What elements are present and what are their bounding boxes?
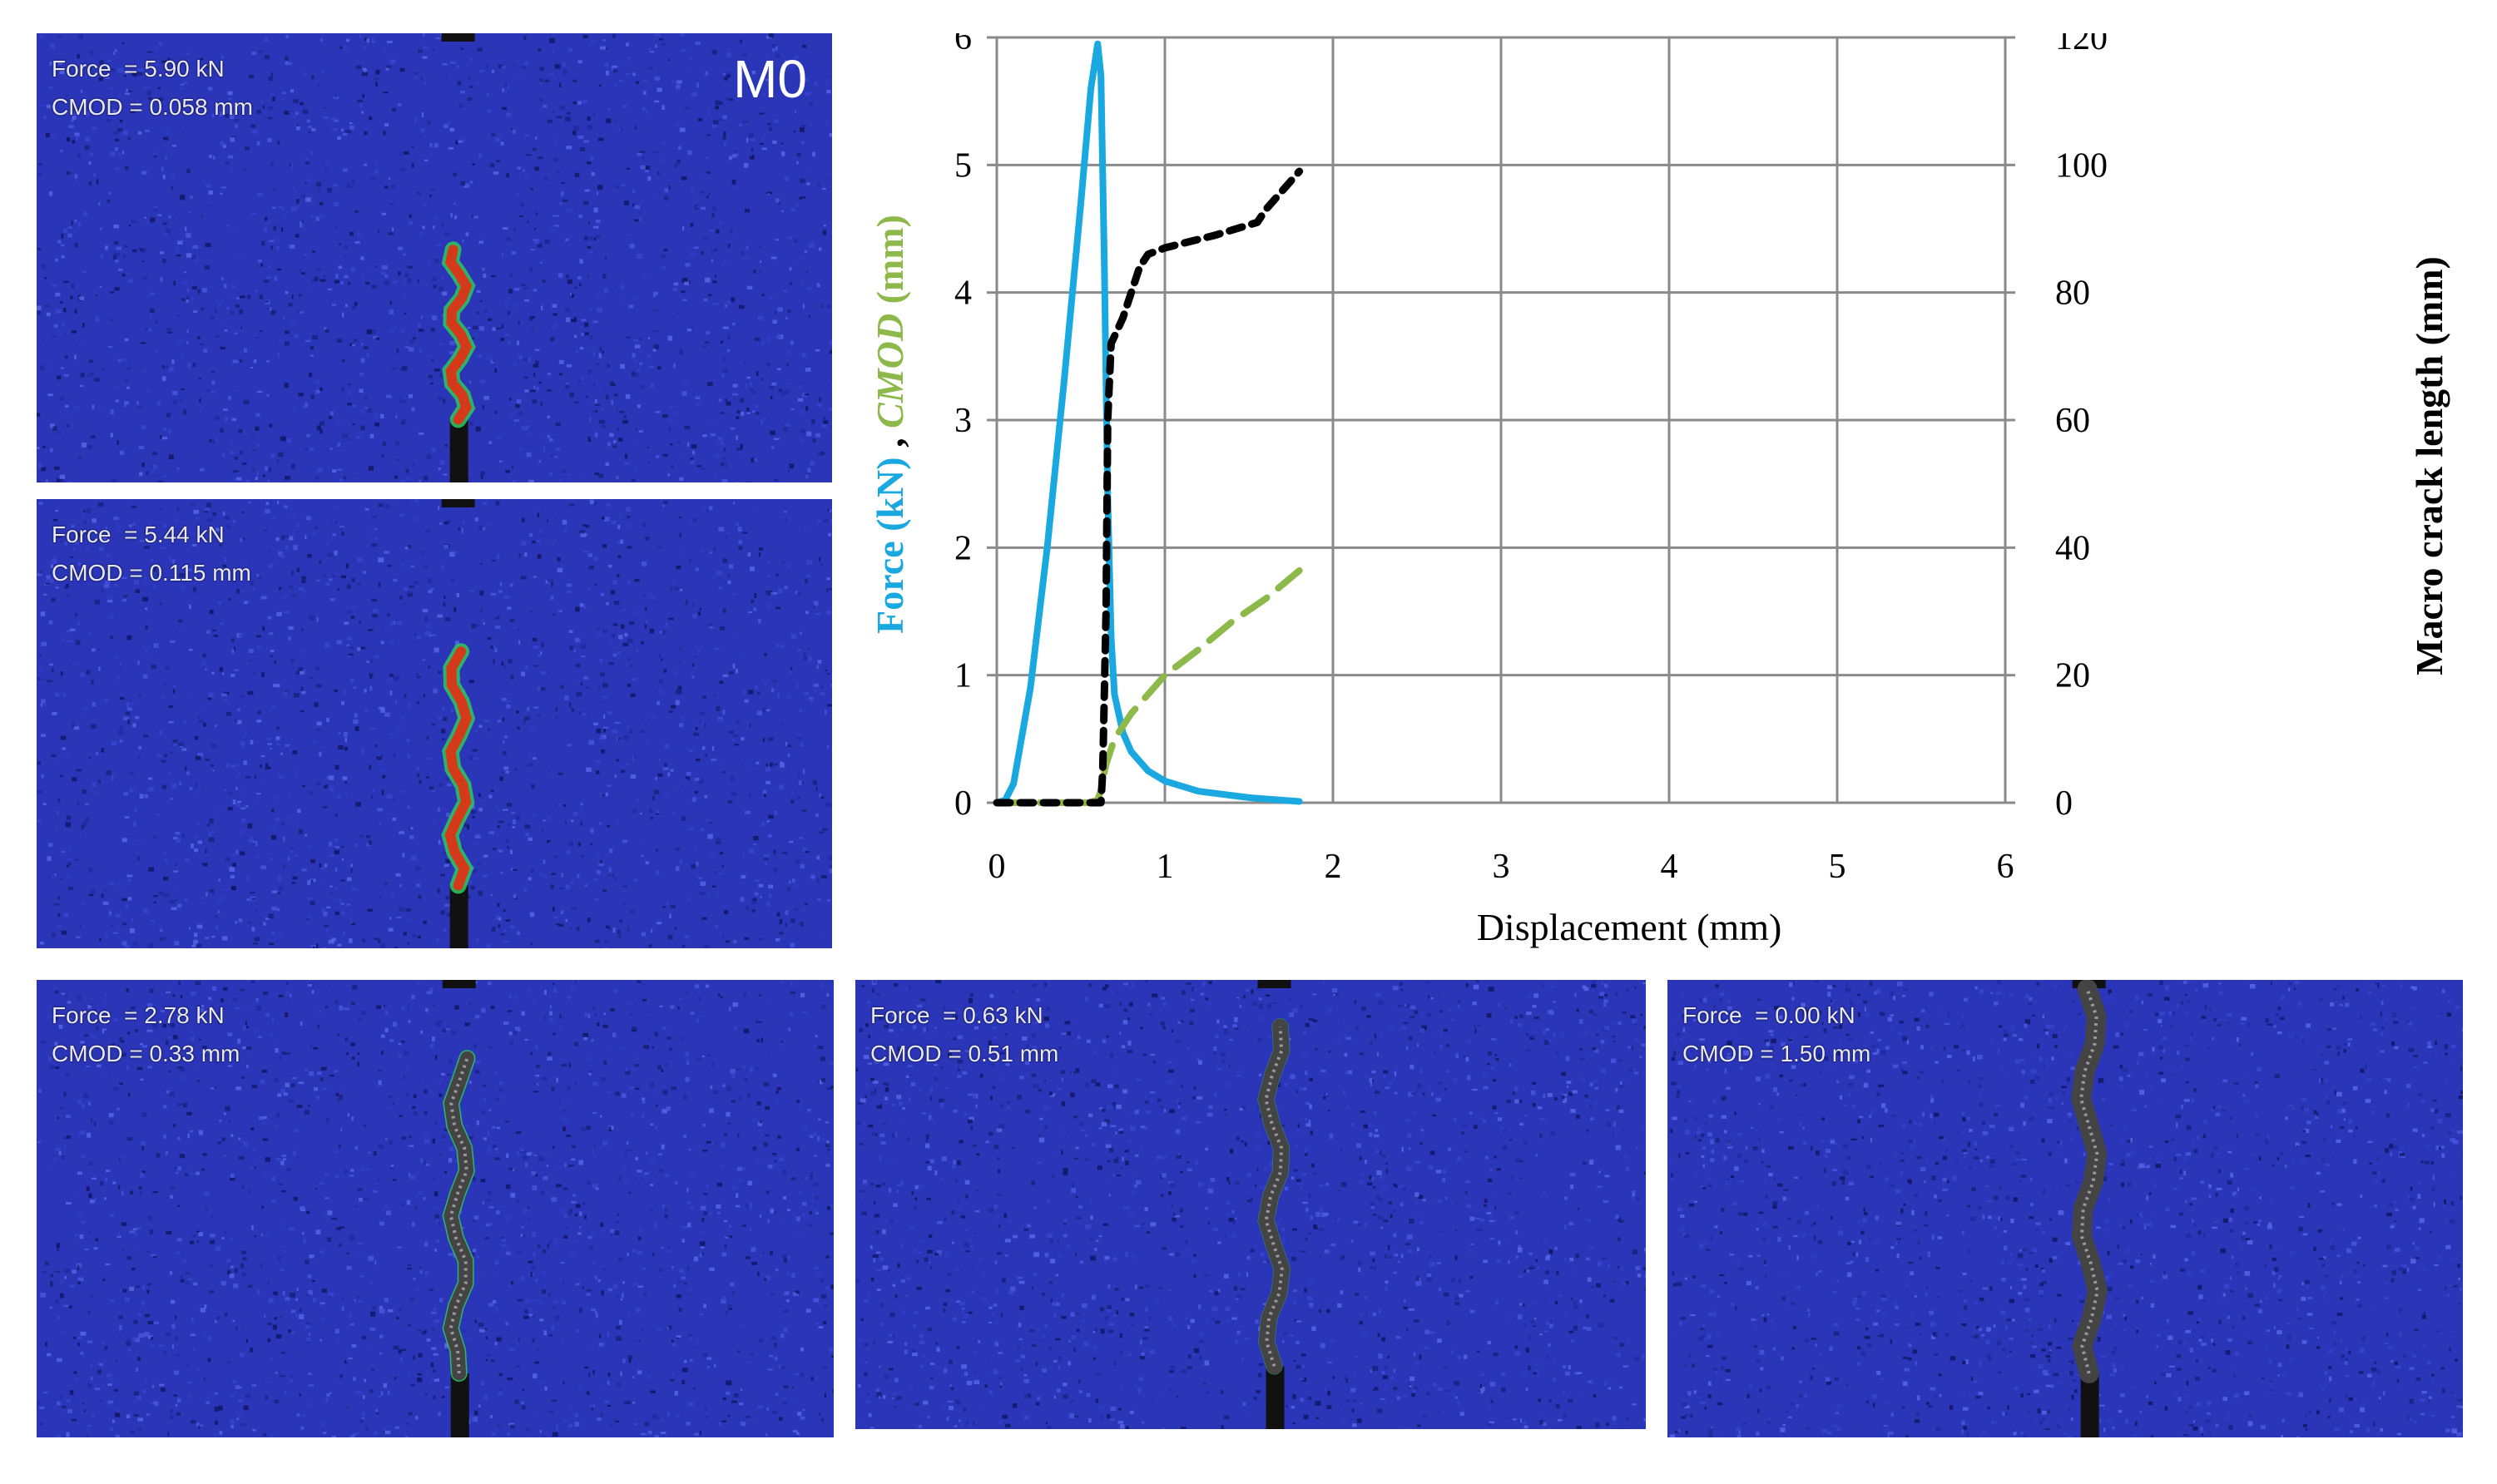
y-tick-label-right: 0 <box>2055 784 2073 823</box>
y-tick-label-left: 4 <box>954 275 972 313</box>
speckle-image <box>1667 980 2463 1437</box>
plot-frame <box>995 36 2007 804</box>
force-label: Force = 0.63 kN <box>870 1002 1043 1028</box>
cmod-label: CMOD = 0.33 mm <box>52 1041 240 1066</box>
y-tick-label-right: 100 <box>2055 146 2108 185</box>
y-tick-label-right: 20 <box>2055 657 2090 695</box>
panel-label: Force = 5.44 kN CMOD = 0.115 mm <box>52 516 251 592</box>
y-tick-label-right: 80 <box>2055 275 2090 313</box>
cmod-label: CMOD = 1.50 mm <box>1682 1041 1871 1066</box>
y-axis-label-left: Force (kN) , CMOD (mm) <box>869 215 911 634</box>
chart-series <box>993 40 1304 807</box>
speckle-image <box>37 499 832 948</box>
speckle-image-panel: Force = 5.90 kN CMOD = 0.058 mm M0 <box>37 33 832 482</box>
y-tick-label-left: 1 <box>954 657 972 695</box>
force-axis-label: Force (kN) <box>869 457 911 633</box>
panel-label: Force = 0.00 kN CMOD = 1.50 mm <box>1682 997 1870 1073</box>
x-tick-label: 4 <box>1661 848 1678 886</box>
cmod-label: CMOD = 0.51 mm <box>870 1041 1059 1066</box>
y-tick-label-left: 6 <box>954 33 972 57</box>
x-axis-label: Displacement (mm) <box>1477 906 1782 948</box>
y-tick-label-right: 60 <box>2055 402 2090 440</box>
y-tick-label-left: 3 <box>954 402 972 440</box>
force-label: Force = 0.00 kN <box>1682 1002 1855 1028</box>
x-tick-label: 3 <box>1493 848 1510 886</box>
force-label: Force = 2.78 kN <box>52 1002 225 1028</box>
x-tick-label: 6 <box>1997 848 2014 886</box>
panel-label: Force = 0.63 kN CMOD = 0.51 mm <box>870 997 1058 1073</box>
y-tick-label-left: 0 <box>954 784 972 823</box>
y-tick-label-left: 5 <box>954 146 972 185</box>
speckle-image <box>37 33 832 482</box>
cmod-label: CMOD = 0.058 mm <box>52 94 253 120</box>
chart-grid <box>987 36 2015 804</box>
y-tick-label-left: 2 <box>954 529 972 567</box>
y-tick-label-right: 40 <box>2055 529 2090 567</box>
speckle-image-panel: Force = 5.44 kN CMOD = 0.115 mm <box>37 499 832 948</box>
axis-label-separator: , <box>869 428 911 458</box>
x-tick-label: 5 <box>1829 848 1846 886</box>
speckle-image-panel: Force = 0.00 kN CMOD = 1.50 mm <box>1667 980 2463 1437</box>
specimen-tag: M0 <box>733 49 807 109</box>
speckle-image <box>855 980 1646 1429</box>
speckle-image-panel: Force = 0.63 kN CMOD = 0.51 mm <box>855 980 1646 1429</box>
cmod-label: CMOD = 0.115 mm <box>52 560 251 586</box>
speckle-image-panel: Force = 2.78 kN CMOD = 0.33 mm <box>37 980 834 1437</box>
x-tick-label: 1 <box>1157 848 1174 886</box>
x-tick-label: 2 <box>1325 848 1342 886</box>
cmod-axis-label: CMOD <box>869 314 911 428</box>
series-line-macro-crack-length <box>993 167 1304 807</box>
panel-label: Force = 5.90 kN CMOD = 0.058 mm <box>52 50 253 126</box>
series-line-force <box>993 40 1303 806</box>
force-label: Force = 5.90 kN <box>52 56 225 82</box>
y-axis-label-right: Macro crack length (mm) <box>2408 256 2450 675</box>
y-tick-label-right: 120 <box>2055 33 2108 57</box>
x-tick-label: 0 <box>988 848 1006 886</box>
speckle-image <box>37 980 834 1437</box>
force-label: Force = 5.44 kN <box>52 522 225 547</box>
panel-label: Force = 2.78 kN CMOD = 0.33 mm <box>52 997 240 1073</box>
cmod-axis-unit: (mm) <box>869 215 911 314</box>
